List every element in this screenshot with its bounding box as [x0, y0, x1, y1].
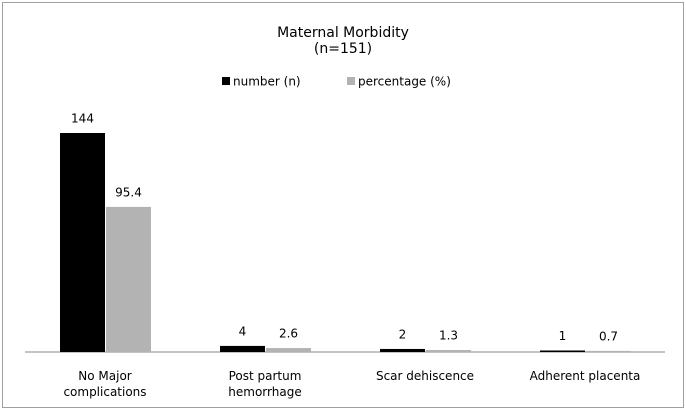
bar	[106, 206, 151, 352]
chart-title: Maternal Morbidity	[277, 25, 409, 41]
bar	[586, 350, 631, 352]
data-label: 4	[239, 324, 247, 338]
data-label: 144	[71, 112, 94, 126]
legend-swatch	[222, 77, 230, 85]
bar	[220, 345, 265, 352]
chart-subtitle: (n=151)	[314, 41, 372, 57]
bar	[266, 348, 311, 352]
data-label: 1	[559, 329, 567, 343]
legend-label: number (n)	[233, 75, 301, 89]
data-label: 2	[399, 327, 407, 341]
data-label: 0.7	[599, 329, 618, 343]
x-tick-label: No Major complications	[63, 369, 147, 399]
data-label: 2.6	[279, 327, 298, 341]
bar	[60, 133, 105, 352]
data-label: 95.4	[115, 185, 142, 199]
bar	[540, 350, 585, 352]
x-tick-label: Post partum hemorrhage	[228, 369, 302, 399]
legend-swatch	[347, 77, 355, 85]
legend-label: percentage (%)	[358, 75, 451, 89]
bar	[426, 350, 471, 352]
bar	[380, 348, 425, 352]
x-tick-label: Scar dehiscence	[375, 369, 475, 383]
data-label: 1.3	[439, 329, 458, 343]
x-tick-label: Adherent placenta	[529, 369, 641, 383]
